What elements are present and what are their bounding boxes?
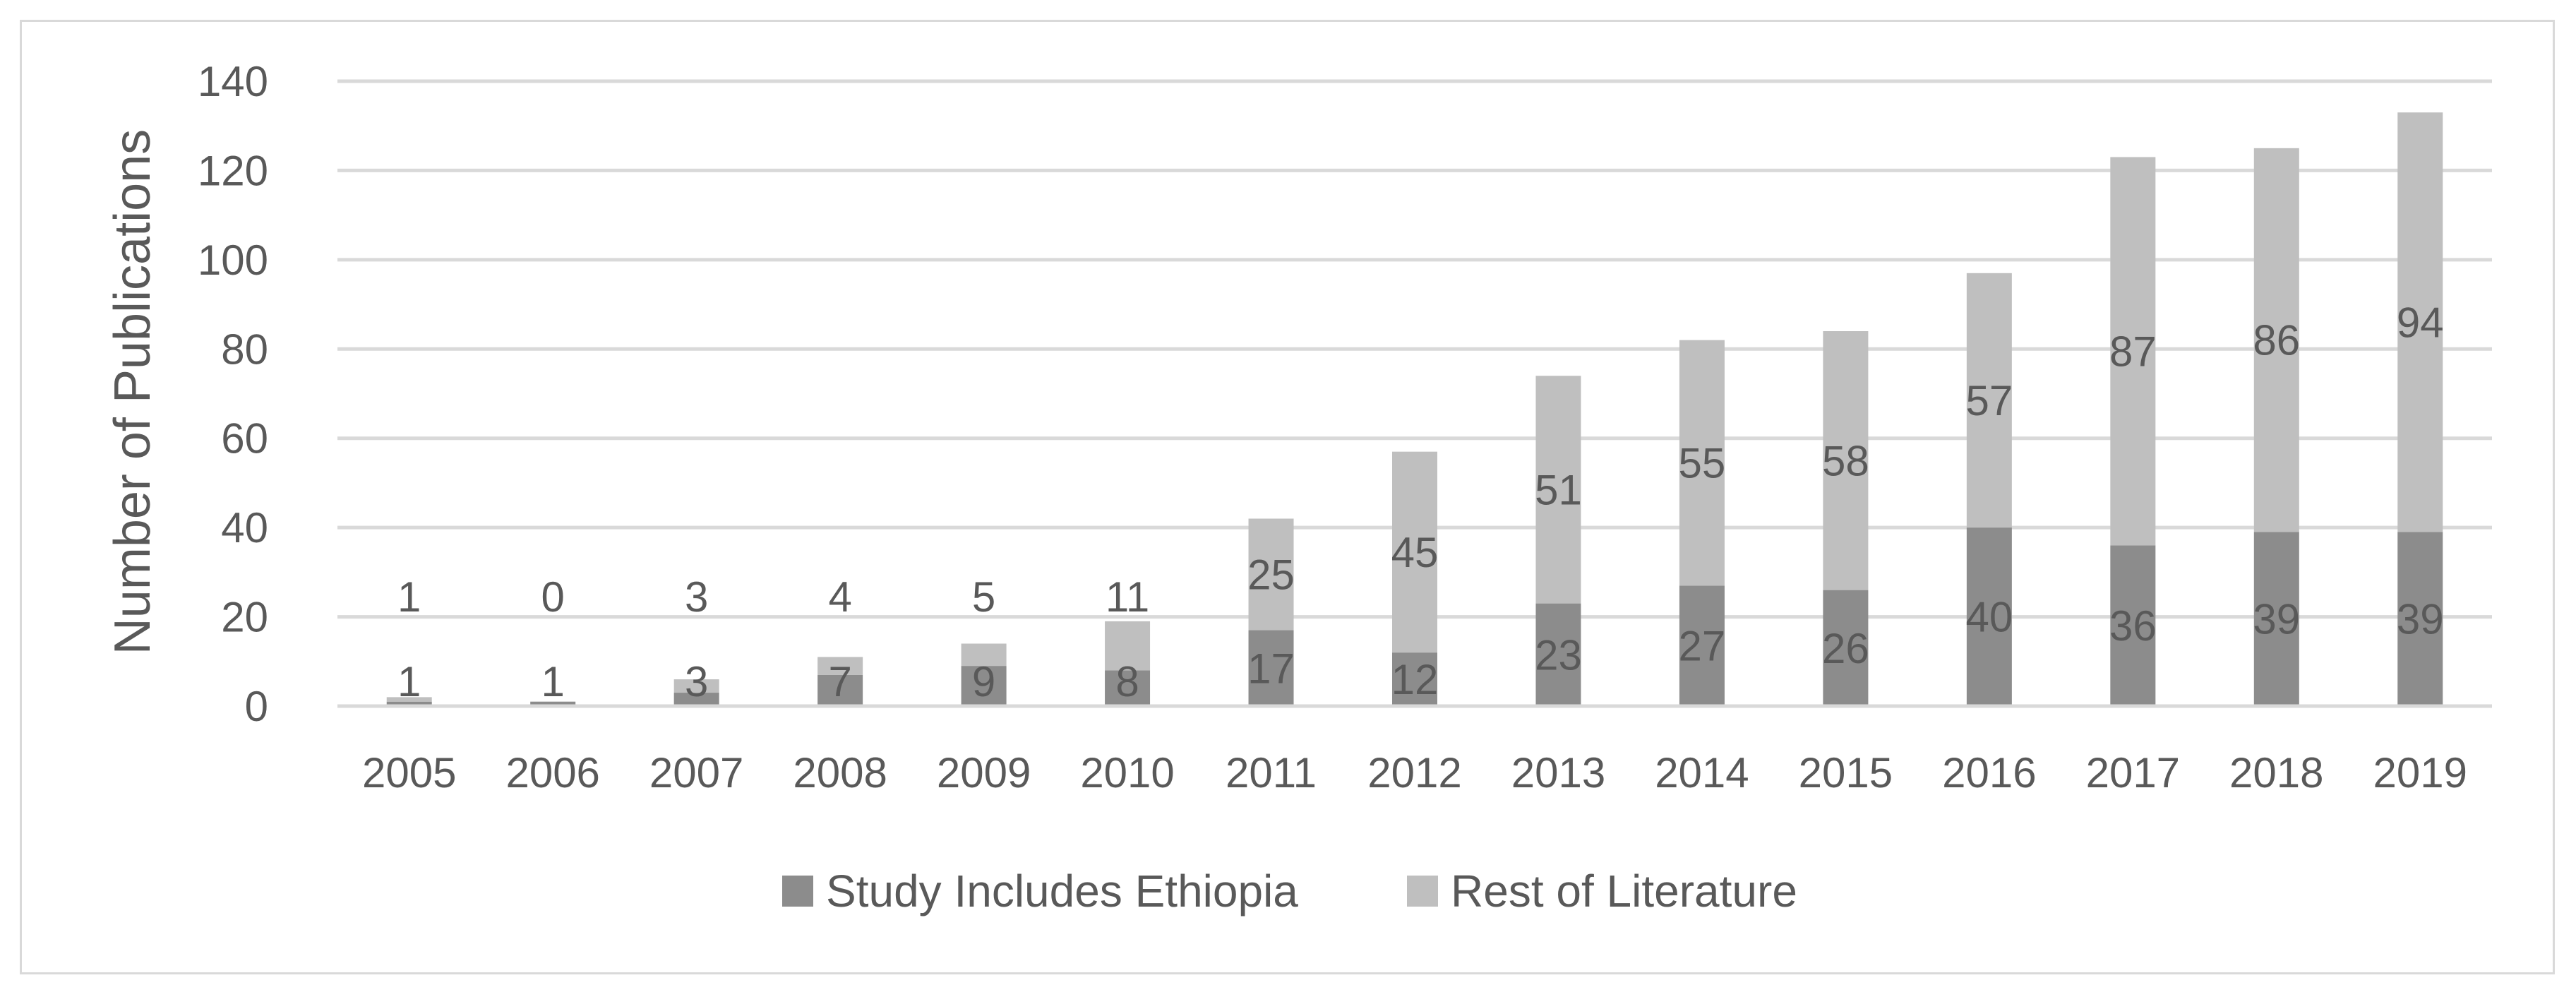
data-label-rest: 58 (1822, 437, 1869, 484)
data-label-rest: 25 (1247, 551, 1295, 599)
legend: Study Includes Ethiopia Rest of Literatur… (782, 866, 1797, 917)
y-tick-label: 140 (198, 58, 268, 105)
data-label-ethiopia: 8 (1115, 658, 1139, 705)
data-label-rest: 94 (2397, 299, 2444, 346)
bar-ethiopia (673, 693, 719, 706)
bar-ethiopia (1392, 652, 1437, 706)
data-label-ethiopia: 23 (1535, 631, 1582, 679)
data-label-ethiopia: 1 (541, 658, 565, 705)
data-label-rest: 1 (397, 573, 421, 621)
data-label-ethiopia: 3 (685, 658, 708, 705)
x-tick-label: 2016 (1942, 749, 2036, 796)
x-tick-label: 2011 (1226, 749, 1317, 796)
bar-rest (1679, 340, 1725, 586)
data-label-ethiopia: 9 (972, 658, 995, 705)
bar-ethiopia (961, 666, 1007, 706)
data-label-rest: 51 (1535, 466, 1582, 513)
bar-rest (961, 643, 1007, 667)
bar-rest (673, 679, 719, 693)
bar-rest (2397, 112, 2443, 532)
data-label-ethiopia: 26 (1822, 625, 1869, 672)
data-label-rest: 45 (1391, 529, 1439, 576)
x-tick-label: 2008 (793, 749, 887, 796)
data-label-ethiopia: 40 (1965, 594, 2013, 641)
bar-ethiopia (530, 701, 576, 706)
y-tick-label: 20 (221, 594, 268, 641)
data-label-ethiopia: 12 (1391, 656, 1439, 703)
x-tick-label: 2015 (1799, 749, 1893, 796)
x-tick-label: 2005 (362, 749, 456, 796)
bar-ethiopia (2110, 545, 2156, 706)
legend-swatch (782, 876, 813, 907)
y-tick-label: 0 (245, 683, 268, 730)
data-labels: 1110337495811172512452351275526584057368… (397, 299, 2444, 705)
x-tick-label: 2009 (937, 749, 1031, 796)
data-label-rest: 87 (2109, 328, 2157, 375)
data-label-rest: 55 (1679, 439, 1726, 486)
bar-rest (1392, 451, 1437, 653)
bar-ethiopia (1823, 590, 1869, 706)
y-tick-label: 80 (221, 326, 268, 373)
data-label-rest: 57 (1965, 377, 2013, 424)
data-label-rest: 11 (1106, 573, 1149, 621)
bar-ethiopia (1105, 670, 1151, 706)
bar-ethiopia (1679, 585, 1725, 706)
x-tick-label: 2007 (649, 749, 743, 796)
bar-rest (1535, 376, 1581, 604)
y-tick-label: 120 (198, 147, 268, 194)
x-tick-label: 2006 (505, 749, 599, 796)
bar-ethiopia (2253, 532, 2299, 706)
y-axis-title: Number of Publications (104, 129, 161, 655)
x-tick-label: 2019 (2373, 749, 2467, 796)
bar-ethiopia (1535, 603, 1581, 706)
x-tick-label: 2013 (1511, 749, 1605, 796)
bar-rest (1248, 518, 1294, 631)
bar-ethiopia (817, 674, 863, 706)
data-label-ethiopia: 1 (397, 658, 421, 705)
bar-rest (817, 657, 863, 675)
x-tick-label: 2017 (2086, 749, 2180, 796)
bars (386, 112, 2443, 706)
legend-swatch (1407, 876, 1438, 907)
data-label-rest: 4 (828, 573, 851, 621)
bar-rest (1823, 331, 1869, 590)
x-tick-label: 2012 (1367, 749, 1461, 796)
bar-ethiopia (386, 701, 432, 706)
legend-label: Rest of Literature (1451, 866, 1797, 917)
data-label-ethiopia: 36 (2109, 602, 2157, 650)
y-tick-label: 100 (198, 237, 268, 284)
y-tick-label: 40 (221, 504, 268, 551)
bar-rest (1105, 621, 1151, 671)
bar-rest (386, 697, 432, 702)
data-label-rest: 5 (972, 573, 995, 621)
data-label-ethiopia: 27 (1679, 623, 1726, 670)
x-tick-label: 2014 (1655, 749, 1749, 796)
data-label-rest: 0 (541, 573, 565, 621)
data-label-ethiopia: 17 (1247, 645, 1295, 692)
data-label-ethiopia: 7 (828, 658, 851, 705)
legend-label: Study Includes Ethiopia (826, 866, 1298, 917)
bar-rest (2110, 157, 2156, 546)
y-tick-label: 60 (221, 415, 268, 462)
bar-rest (1966, 273, 2012, 528)
data-label-rest: 3 (685, 573, 708, 621)
bar-rest (2253, 148, 2299, 532)
x-tick-label: 2010 (1080, 749, 1174, 796)
data-label-ethiopia: 39 (2397, 596, 2444, 643)
x-tick-label: 2018 (2229, 749, 2323, 796)
bar-ethiopia (1966, 527, 2012, 706)
bar-ethiopia (1248, 630, 1294, 706)
data-label-ethiopia: 39 (2253, 596, 2300, 643)
bar-ethiopia (2397, 532, 2443, 706)
data-label-rest: 86 (2253, 317, 2300, 364)
